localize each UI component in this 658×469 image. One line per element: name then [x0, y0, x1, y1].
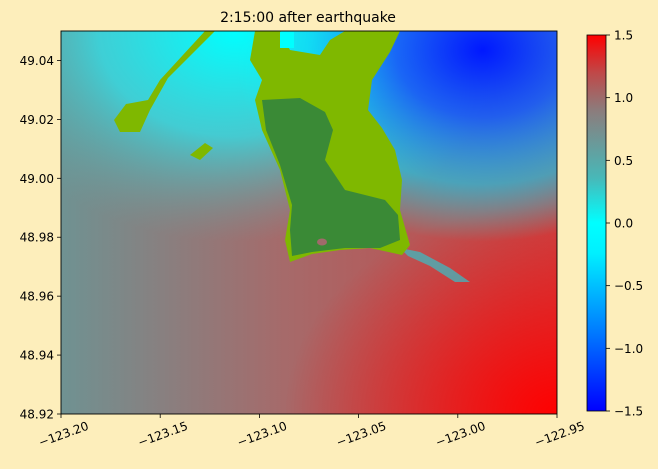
- y-tick-label: 49.04: [20, 54, 54, 68]
- plot-frame: [60, 30, 558, 415]
- land-highland: [262, 98, 400, 256]
- y-tick-label: 48.98: [20, 231, 54, 245]
- x-tick-label: −123.20: [37, 419, 91, 450]
- y-tick-label: 49.02: [20, 113, 54, 127]
- colorbar-tick-label: −1.0: [614, 342, 643, 356]
- colorbar-axis: −1.5 −1.0 −0.5 0.0 0.5 1.0 1.5: [606, 29, 643, 419]
- colorbar-tick-label: −0.5: [614, 279, 643, 293]
- y-tick-label: 48.96: [20, 290, 54, 304]
- chart-title: 2:15:00 after earthquake: [220, 10, 396, 26]
- x-tick-label: −123.05: [334, 419, 388, 450]
- land-island: [280, 32, 294, 48]
- colorbar-tick-label: 0.0: [614, 217, 633, 231]
- x-tick-label: −123.00: [434, 419, 488, 450]
- plot-area: [61, 31, 557, 414]
- y-axis: 48.92 48.94 48.96 48.98 49.00 49.02 49.04: [20, 54, 61, 422]
- colorbar-tick-label: 1.5: [614, 29, 633, 43]
- colorbar-tick-label: 1.0: [614, 91, 633, 105]
- y-tick-label: 48.94: [20, 349, 54, 363]
- colorbar-tick-label: 0.5: [614, 154, 633, 168]
- y-tick-label: 48.92: [20, 408, 54, 422]
- colorbar: [586, 34, 607, 412]
- y-tick-label: 49.00: [20, 172, 54, 186]
- land-pond: [317, 238, 327, 246]
- x-tick-label: −123.10: [235, 419, 289, 450]
- x-axis: −123.20 −123.15 −123.10 −123.05 −123.00 −122.…: [37, 414, 587, 450]
- x-tick-label: −123.15: [136, 419, 190, 450]
- x-tick-label: −122.95: [533, 419, 587, 450]
- cyan-wave-trail: [400, 248, 470, 282]
- colorbar-tick-label: −1.5: [614, 405, 643, 419]
